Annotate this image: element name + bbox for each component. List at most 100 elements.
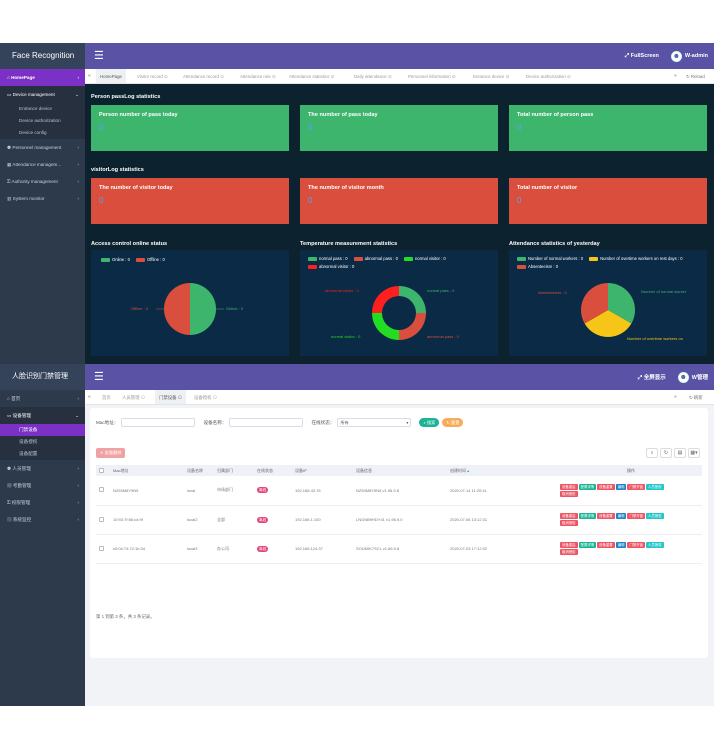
tab-entrance-device[interactable]: 门禁设备 ⊙ (155, 390, 187, 404)
sidebar-item-authority[interactable]: ⚿ 权限管理 ‹ (0, 494, 85, 511)
columns-icon[interactable]: ▤ (674, 448, 686, 458)
tabs-scroll-left-icon[interactable]: « (88, 73, 91, 79)
sidebar-item-device-management[interactable]: ▭ 设备管理 ⌄ (0, 407, 85, 424)
search-toggle-icon[interactable]: ⌕ (646, 448, 658, 458)
tab-device-authorization[interactable]: Device authorization ⊙ (526, 74, 571, 79)
batch-delete-button[interactable]: ✕ 批量删除 (96, 448, 126, 458)
donut-slice-abnormal-visitor[interactable] (372, 286, 399, 313)
authorize-personnel-button[interactable]: 人员授权 (646, 483, 664, 490)
restart-device-button[interactable]: 设备重启 (560, 513, 578, 519)
edit-button[interactable]: 编辑 (615, 542, 627, 548)
sidebar-item-attendance[interactable]: ▦ Attendance managem... ‹ (0, 156, 85, 173)
sidebar-subitem-device-config[interactable]: Device config (0, 127, 85, 139)
column-header[interactable]: 创建时间 ▴ (447, 465, 557, 476)
sidebar-item-home[interactable]: ⌂ 首页 ‹ (0, 390, 85, 407)
sidebar-subitem-entrance-device[interactable]: 门禁设备 (0, 424, 85, 436)
legend-item[interactable]: Online : 0 (101, 257, 130, 262)
unlock-door-button[interactable]: 门禁开锁 (627, 483, 646, 490)
menu-toggle-icon[interactable]: ☰ (94, 50, 104, 62)
column-header[interactable]: Mac地址 (110, 465, 184, 476)
legend-item[interactable]: abnormal visitor : 0 (308, 264, 354, 269)
legend-item[interactable]: normal pass : 0 (308, 256, 348, 261)
user-name[interactable]: W管理 (691, 375, 708, 381)
restart-device-button[interactable]: 设备重启 (560, 542, 578, 548)
row-checkbox[interactable] (99, 516, 104, 522)
device-name-input[interactable] (229, 418, 304, 427)
sidebar-item-system-monitor[interactable]: ▥ 系统监控 ‹ (0, 511, 85, 528)
donut-slice-normal-pass[interactable] (399, 286, 426, 313)
row-checkbox[interactable] (99, 545, 104, 551)
fullscreen-button[interactable]: ⤢ FullScreen (624, 52, 659, 59)
legend-item[interactable]: Absenteeism : 0 (517, 264, 558, 269)
tab-daily-attendance[interactable]: Daily attendance ⊙ (354, 74, 392, 79)
column-header[interactable]: 在线状态 (254, 465, 292, 476)
user-name[interactable]: W-admin (684, 53, 708, 59)
column-header[interactable]: 设备IP (292, 465, 353, 476)
tab-entrance-device[interactable]: Entrance device ⊙ (473, 74, 510, 79)
status-select[interactable]: 所有 ▾ (337, 418, 412, 427)
edit-button[interactable]: 编辑 (615, 483, 627, 490)
sidebar-item-authority[interactable]: ⚿ Authority management ‹ (0, 173, 85, 190)
cancel-authorization-button[interactable]: 取消授权 (560, 490, 578, 497)
sidebar-subitem-entrance-device[interactable]: Entrance device (0, 103, 85, 115)
config-detail-button[interactable]: 配置详情 (578, 513, 597, 519)
reload-button[interactable]: ↻ 刷新 (689, 395, 703, 400)
legend-item[interactable]: Number of normal workers : 0 (517, 256, 583, 261)
legend-item[interactable]: normal visitor : 0 (403, 256, 446, 261)
search-button[interactable]: ⌕ 搜索 (419, 418, 440, 427)
config-detail-button[interactable]: 配置详情 (578, 542, 597, 548)
tab-home[interactable]: 首页 (102, 395, 111, 400)
authorize-personnel-button[interactable]: 人员授权 (646, 513, 664, 519)
tab-homepage[interactable]: HomePage (96, 69, 126, 83)
row-checkbox[interactable] (99, 487, 104, 493)
restart-device-button[interactable]: 设备重启 (560, 483, 578, 490)
sidebar-subitem-device-authorization[interactable]: 设备授权 (0, 436, 85, 448)
donut-slice-normal-visitor[interactable] (372, 313, 399, 340)
authorize-personnel-button[interactable]: 人员授权 (646, 542, 664, 548)
pie-slice-online[interactable] (190, 283, 216, 335)
user-avatar-icon[interactable]: ☻ (677, 371, 689, 383)
tabs-scroll-right-icon[interactable]: » (674, 394, 677, 400)
sidebar-item-personnel[interactable]: ⚉ 人员管理 ‹ (0, 460, 85, 477)
tab-attendance-rule[interactable]: Attendance rule ⊙ (240, 74, 276, 79)
user-avatar-icon[interactable]: ☻ (670, 50, 682, 62)
tabs-scroll-left-icon[interactable]: « (88, 394, 91, 400)
tab-device-authorization[interactable]: 设备授权 ⊙ (194, 395, 218, 400)
table-row[interactable]: 10:93:7f:66:cd:9f local2 全部 离线 192.168.1.100… (96, 505, 702, 535)
refresh-icon[interactable]: ↻ (660, 448, 672, 458)
menu-toggle-icon[interactable]: ☰ (94, 371, 104, 383)
config-detail-button[interactable]: 配置详情 (578, 483, 597, 490)
pie-slice-absenteeism[interactable] (580, 283, 608, 324)
legend-item[interactable]: Number of overtime workers on rest days … (589, 256, 683, 261)
tabs-scroll-right-icon[interactable]: » (674, 73, 677, 79)
legend-item[interactable]: abnormal pass : 0 (353, 256, 398, 261)
pie-slice-offline[interactable] (164, 283, 190, 335)
export-icon[interactable]: ▦▾ (688, 448, 700, 458)
unlock-door-button[interactable]: 门禁开锁 (627, 513, 646, 519)
fullscreen-button[interactable]: ⤢ 全屏显示 (637, 374, 666, 381)
pie-slice-normal-workers[interactable] (608, 283, 636, 324)
tab-visitor-record[interactable]: Visitor record ⊙ (137, 74, 168, 79)
reset-device-button[interactable]: 设备重置 (597, 513, 615, 519)
edit-button[interactable]: 编辑 (615, 513, 627, 519)
select-all-checkbox[interactable] (99, 467, 104, 473)
sidebar-subitem-device-config[interactable]: 设备配置 (0, 448, 85, 460)
donut-slice-abnormal-pass[interactable] (399, 313, 426, 340)
column-header[interactable]: 设备信息 (353, 465, 447, 476)
sidebar-item-device-management[interactable]: ▭ Device management ⌄ (0, 86, 85, 103)
column-header[interactable]: 归属部门 (214, 465, 254, 476)
tab-personnel-information[interactable]: Personnel information ⊙ (408, 74, 456, 79)
sidebar-item-home[interactable]: ⌂ HomePage ‹ (0, 69, 85, 86)
sidebar-item-system-monitor[interactable]: ▥ System monitor ‹ (0, 190, 85, 207)
mac-input[interactable] (121, 418, 196, 427)
reset-device-button[interactable]: 设备重置 (597, 542, 615, 548)
legend-item[interactable]: Offline : 0 (135, 257, 165, 262)
column-header[interactable]: 设备名称 (184, 465, 214, 476)
sidebar-item-personnel[interactable]: ⚉ Personnel management ‹ (0, 139, 85, 156)
sidebar-subitem-device-authorization[interactable]: Device authorization (0, 115, 85, 127)
tab-attendance-record[interactable]: Attendance record ⊙ (183, 74, 224, 79)
table-row[interactable]: NZ53M8Y9N5 local 市场部门 离线 192.168.43.76 NZ53M8… (96, 476, 702, 506)
cancel-authorization-button[interactable]: 取消授权 (560, 549, 578, 555)
tab-attendance-statistics[interactable]: Attendance statistics ⊙ (289, 74, 335, 79)
tab-personnel[interactable]: 人员管理 ⊙ (122, 395, 146, 400)
